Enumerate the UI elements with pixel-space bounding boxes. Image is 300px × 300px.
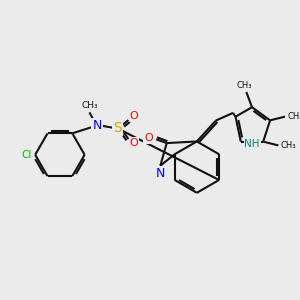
Text: O: O	[130, 111, 139, 121]
Text: CH₃: CH₃	[287, 112, 300, 121]
Text: NH: NH	[244, 140, 260, 149]
Text: S: S	[113, 121, 122, 135]
Text: O: O	[144, 134, 153, 143]
Text: N: N	[92, 119, 102, 132]
Text: CH₃: CH₃	[237, 81, 252, 90]
Text: N: N	[156, 167, 165, 180]
Text: Cl: Cl	[21, 150, 32, 160]
Text: CH₃: CH₃	[280, 141, 296, 150]
Text: O: O	[130, 138, 139, 148]
Text: CH₃: CH₃	[81, 101, 98, 110]
